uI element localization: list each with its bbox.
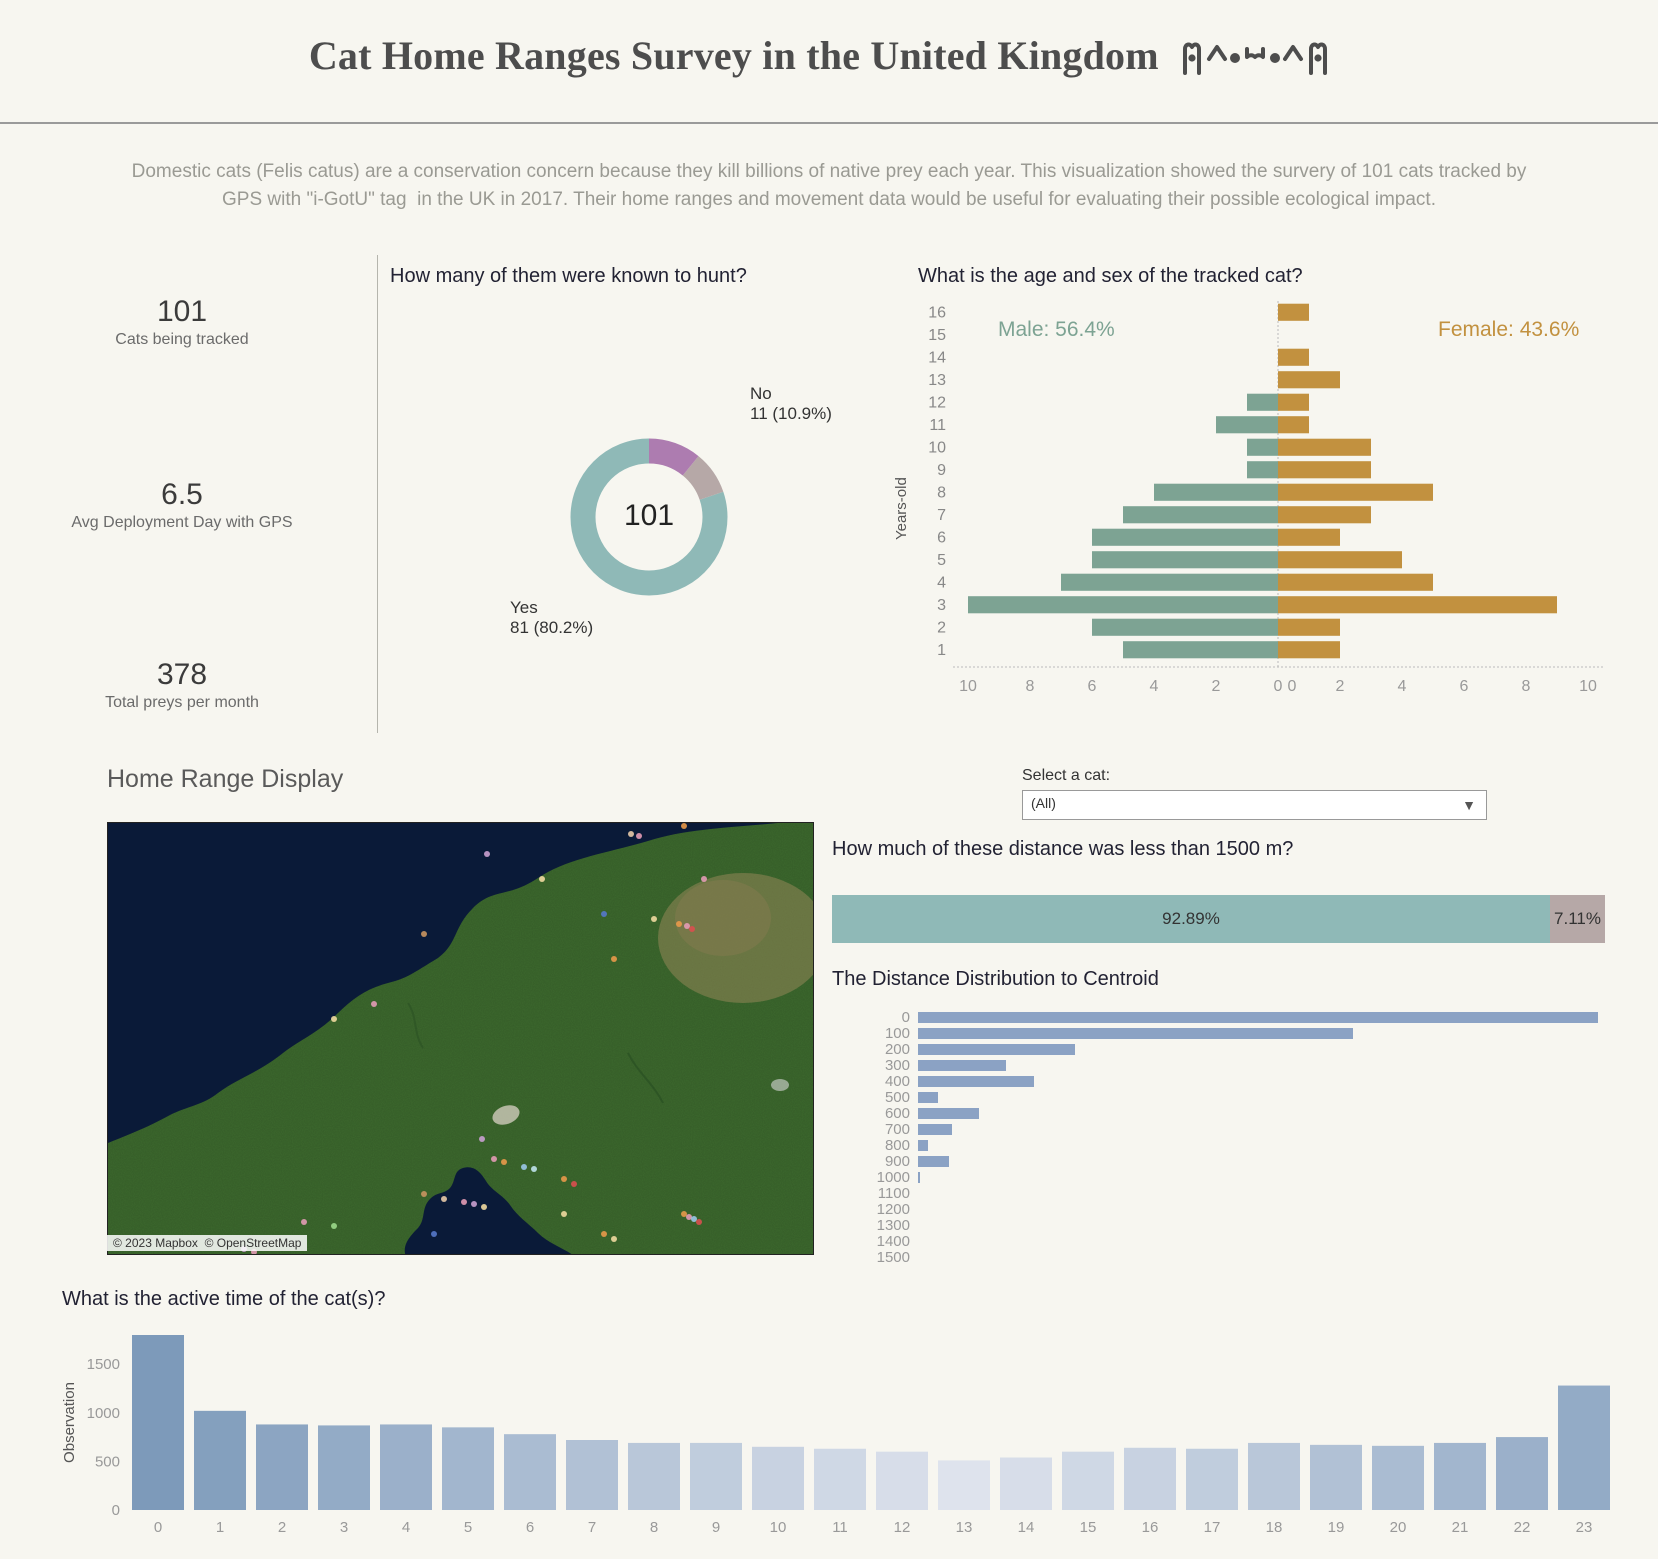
svg-text:6: 6	[1460, 678, 1469, 695]
svg-text:2: 2	[1336, 678, 1345, 695]
svg-text:10: 10	[959, 678, 977, 695]
svg-text:22: 22	[1514, 1519, 1531, 1536]
svg-text:12: 12	[894, 1519, 911, 1536]
svg-text:300: 300	[885, 1057, 910, 1074]
svg-text:21: 21	[1452, 1519, 1469, 1536]
svg-text:4: 4	[1398, 678, 1407, 695]
svg-text:1100: 1100	[878, 1185, 910, 1202]
svg-text:1: 1	[937, 642, 946, 659]
svg-text:11: 11	[832, 1519, 848, 1536]
svg-text:600: 600	[885, 1105, 910, 1122]
svg-text:5: 5	[464, 1519, 472, 1536]
svg-text:500: 500	[885, 1089, 910, 1106]
svg-text:10: 10	[770, 1519, 787, 1536]
svg-text:8: 8	[1522, 678, 1531, 695]
svg-text:1: 1	[216, 1519, 224, 1536]
svg-text:2: 2	[937, 619, 946, 636]
svg-text:20: 20	[1390, 1519, 1407, 1536]
svg-text:6: 6	[937, 529, 946, 546]
svg-text:8: 8	[1026, 678, 1035, 695]
svg-text:2: 2	[278, 1519, 286, 1536]
svg-text:8: 8	[650, 1519, 658, 1536]
svg-text:7: 7	[937, 507, 946, 524]
svg-text:1300: 1300	[877, 1217, 910, 1234]
svg-text:9: 9	[712, 1519, 720, 1536]
svg-text:1400: 1400	[877, 1233, 910, 1250]
svg-text:0: 0	[1274, 678, 1283, 695]
svg-text:100: 100	[885, 1025, 910, 1042]
svg-text:10: 10	[928, 439, 946, 456]
svg-text:19: 19	[1328, 1519, 1345, 1536]
svg-text:6: 6	[1088, 678, 1097, 695]
svg-text:11: 11	[929, 417, 946, 434]
svg-text:13: 13	[928, 372, 946, 389]
svg-text:1000: 1000	[87, 1405, 120, 1422]
svg-text:7: 7	[588, 1519, 596, 1536]
svg-text:23: 23	[1576, 1519, 1593, 1536]
svg-text:9: 9	[937, 462, 946, 479]
svg-text:6: 6	[526, 1519, 534, 1536]
svg-text:3: 3	[937, 597, 946, 614]
svg-text:5: 5	[937, 552, 946, 569]
svg-text:8: 8	[937, 484, 946, 501]
svg-text:4: 4	[937, 574, 946, 591]
svg-text:1000: 1000	[877, 1169, 910, 1186]
svg-text:0: 0	[112, 1502, 120, 1519]
svg-text:15: 15	[1080, 1519, 1097, 1536]
svg-text:16: 16	[1142, 1519, 1159, 1536]
svg-text:17: 17	[1204, 1519, 1221, 1536]
svg-text:14: 14	[1018, 1519, 1035, 1536]
svg-text:0: 0	[1288, 678, 1297, 695]
svg-text:900: 900	[885, 1153, 910, 1170]
svg-text:0: 0	[902, 1010, 910, 1026]
svg-text:1500: 1500	[87, 1356, 120, 1373]
svg-text:13: 13	[956, 1519, 973, 1536]
svg-text:200: 200	[885, 1041, 910, 1058]
svg-text:1200: 1200	[877, 1201, 910, 1218]
svg-text:Observation: Observation	[62, 1382, 78, 1463]
svg-text:700: 700	[885, 1121, 910, 1138]
svg-text:14: 14	[928, 349, 946, 366]
svg-text:3: 3	[340, 1519, 348, 1536]
svg-text:18: 18	[1266, 1519, 1283, 1536]
svg-text:800: 800	[885, 1137, 910, 1154]
svg-text:16: 16	[928, 304, 946, 321]
svg-text:1500: 1500	[877, 1249, 910, 1266]
svg-text:15: 15	[928, 327, 946, 344]
svg-text:0: 0	[154, 1519, 162, 1536]
svg-text:500: 500	[95, 1453, 120, 1470]
svg-text:10: 10	[1579, 678, 1597, 695]
svg-text:400: 400	[885, 1073, 910, 1090]
svg-text:101: 101	[624, 499, 674, 532]
svg-text:4: 4	[402, 1519, 410, 1536]
svg-text:4: 4	[1150, 678, 1159, 695]
svg-text:2: 2	[1212, 678, 1221, 695]
svg-text:12: 12	[928, 394, 946, 411]
